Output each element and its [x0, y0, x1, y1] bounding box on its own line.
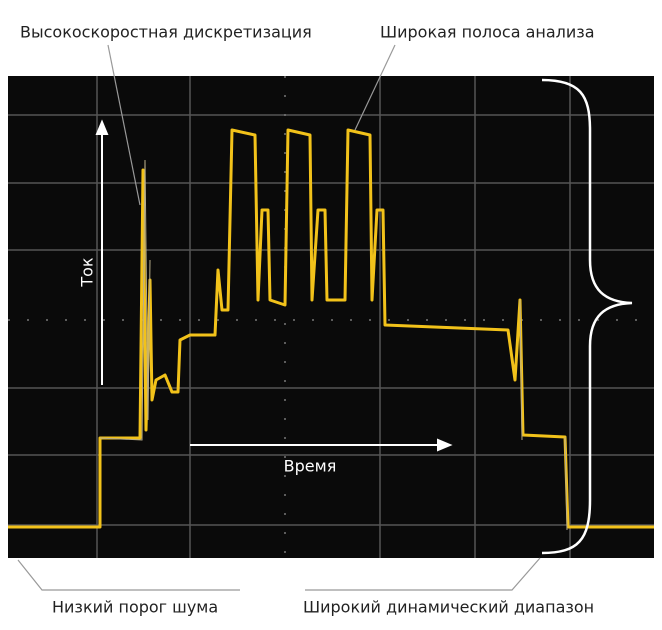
callout: Широкая полоса анализа [380, 23, 595, 42]
oscilloscope-figure: Ток Время Высокоскоростная дискретизация… [0, 0, 662, 630]
callout: Высокоскоростная дискретизация [20, 23, 312, 42]
screen [8, 76, 654, 558]
time-label: Время [284, 457, 337, 476]
callout: Широкий динамический диапазон [303, 598, 594, 617]
current-label: Ток [78, 257, 97, 288]
callout: Низкий порог шума [52, 598, 218, 617]
